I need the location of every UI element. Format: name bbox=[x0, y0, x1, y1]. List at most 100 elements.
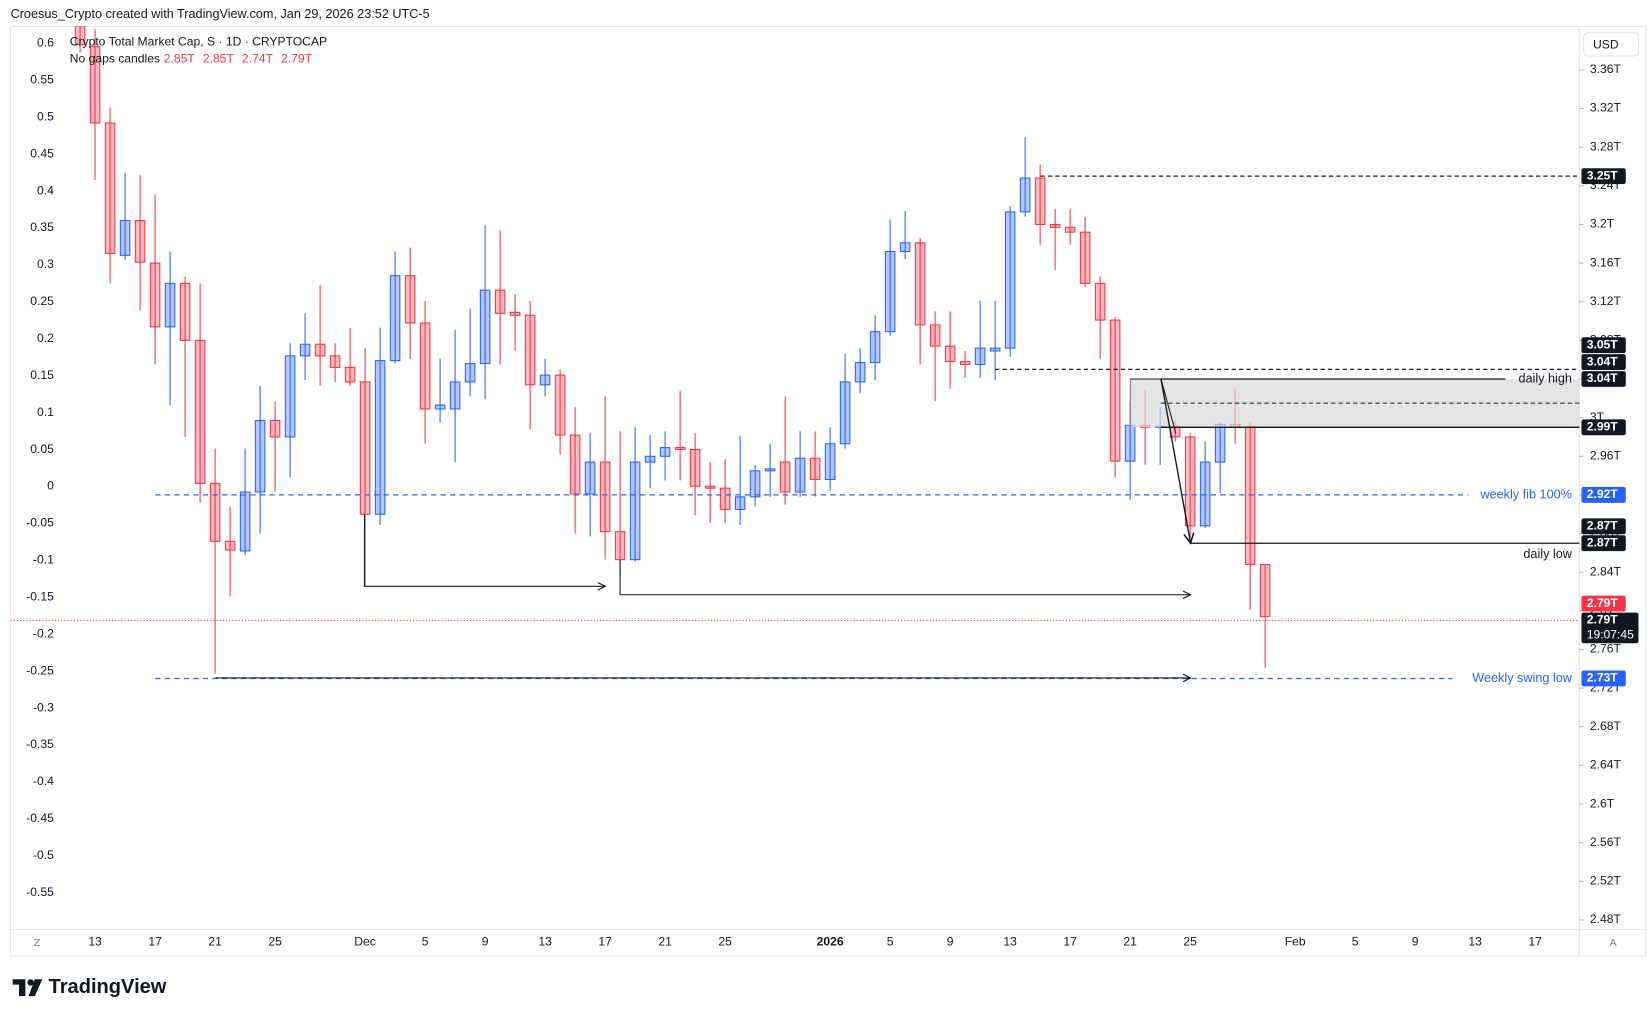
chart-frame bbox=[10, 25, 1647, 957]
x-tick-label: 5 bbox=[422, 935, 429, 949]
candle-body bbox=[959, 361, 971, 366]
price-badge-label: 2.87T bbox=[1587, 519, 1619, 533]
price-badge-label: 2.87T bbox=[1587, 535, 1619, 549]
candle-body bbox=[269, 420, 281, 438]
y-tick-label: 2.76T bbox=[1590, 642, 1622, 656]
candle-body bbox=[749, 470, 761, 498]
price-badge bbox=[1581, 419, 1626, 436]
attribution: Croesus_Crypto created with TradingView.… bbox=[11, 7, 430, 21]
chart-subtitle: No gaps candles bbox=[70, 51, 160, 65]
y-tick-label: 3.2T bbox=[1590, 217, 1615, 231]
x-tick-label: 13 bbox=[1003, 935, 1017, 949]
x-tick-label: 13 bbox=[538, 935, 552, 949]
candle-body bbox=[584, 461, 596, 495]
candle-body bbox=[104, 122, 116, 254]
level-text: weekly fib 100% bbox=[1479, 487, 1571, 501]
y2-tick-label: 0.1 bbox=[37, 405, 54, 419]
candle-body bbox=[389, 275, 401, 362]
y2-tick-label: -0.2 bbox=[33, 626, 54, 640]
y-tick-label: 3.12T bbox=[1590, 294, 1622, 308]
candle-body bbox=[254, 420, 266, 493]
y-tick-label: 3.28T bbox=[1590, 139, 1622, 153]
candle-body bbox=[824, 443, 836, 480]
candle-body bbox=[914, 242, 926, 326]
price-badge bbox=[1581, 612, 1639, 644]
candle-body bbox=[854, 362, 866, 383]
price-badge-label: 2.92T bbox=[1587, 487, 1619, 501]
y2-tick-label: -0.5 bbox=[33, 848, 54, 862]
x-tick-label: 17 bbox=[148, 935, 162, 949]
candle-body bbox=[239, 491, 251, 552]
candle-body bbox=[284, 355, 296, 438]
price-badge-label: 3.04T bbox=[1587, 371, 1619, 385]
x-tick-label: 13 bbox=[88, 935, 102, 949]
y2-tick-label: 0.25 bbox=[30, 294, 54, 308]
arrow bbox=[363, 514, 605, 586]
x-tick-label: 25 bbox=[268, 935, 282, 949]
price-badge bbox=[1581, 535, 1626, 552]
candle-body bbox=[554, 374, 566, 436]
x-tick-label: 17 bbox=[1063, 935, 1077, 949]
candle-body bbox=[809, 457, 821, 480]
scale-button[interactable]: Z bbox=[34, 937, 41, 949]
x-tick-label: 21 bbox=[1123, 935, 1137, 949]
y2-tick-label: 0.05 bbox=[30, 442, 54, 456]
candle-body bbox=[1199, 461, 1211, 527]
candle-body bbox=[74, 26, 86, 46]
price-badge-label: 3.05T bbox=[1587, 337, 1619, 351]
candle-body bbox=[464, 363, 476, 383]
y2-tick-label: 0.55 bbox=[30, 73, 54, 87]
level-text: daily high bbox=[1518, 371, 1571, 385]
arrow bbox=[1160, 378, 1191, 543]
currency-button[interactable] bbox=[1583, 32, 1640, 57]
chart-title: Crypto Total Market Cap, S · 1D · CRYPTO… bbox=[70, 34, 327, 48]
y-tick-label: 2.52T bbox=[1590, 874, 1622, 888]
candle-body bbox=[164, 282, 176, 328]
chart-root: Croesus_Crypto created with TradingView.… bbox=[10, 7, 1647, 998]
candle-body bbox=[719, 487, 731, 510]
y2-tick-label: 0.3 bbox=[37, 257, 54, 271]
candle-body bbox=[599, 461, 611, 533]
y2-tick-label: -0.05 bbox=[26, 516, 54, 530]
y2-tick-label: 0.15 bbox=[30, 368, 54, 382]
candle-body bbox=[1184, 436, 1196, 527]
price-badge-label: 2.79T bbox=[1587, 596, 1619, 610]
overlay: daily high weekly fib 100% daily low Weekly… bbox=[10, 175, 1580, 685]
candle-body bbox=[1049, 223, 1061, 228]
y2-tick-label: 0.4 bbox=[37, 183, 54, 197]
x-tick-label: 2026 bbox=[817, 935, 844, 949]
candle-body bbox=[1109, 319, 1121, 462]
candle-body bbox=[149, 262, 161, 328]
y-tick-label: 2.84T bbox=[1590, 564, 1622, 578]
x-tick-label: 25 bbox=[1183, 935, 1197, 949]
candle-body bbox=[974, 347, 986, 366]
candle-body bbox=[839, 381, 851, 445]
price-badge-label: 3.25T bbox=[1587, 168, 1619, 182]
y2-tick-label: -0.55 bbox=[26, 885, 54, 899]
brand-name: TradingView bbox=[49, 976, 167, 998]
y-tick-label: 2.64T bbox=[1590, 758, 1622, 772]
candle-body bbox=[419, 322, 431, 410]
x-tick-label: 17 bbox=[1528, 935, 1542, 949]
y-tick-label: 3.16T bbox=[1590, 255, 1622, 269]
y-tick-label: 2.6T bbox=[1590, 796, 1615, 810]
x-tick-label: 9 bbox=[482, 935, 489, 949]
candle-body bbox=[614, 531, 626, 561]
candle-body bbox=[1019, 177, 1031, 213]
y-tick-label: 2.96T bbox=[1590, 448, 1622, 462]
y2-tick-label: 0.5 bbox=[37, 109, 54, 123]
candle-body bbox=[494, 289, 506, 314]
scale-button[interactable]: A bbox=[1610, 937, 1618, 949]
candle-body bbox=[449, 381, 461, 410]
candle-body bbox=[569, 434, 581, 495]
y2-tick-label: -0.45 bbox=[26, 811, 54, 825]
x-tick-label: 5 bbox=[887, 935, 894, 949]
x-tick-label: 9 bbox=[947, 935, 954, 949]
currency-label[interactable]: USD bbox=[1593, 38, 1619, 52]
y-tick-label: 3.32T bbox=[1590, 101, 1622, 115]
price-badge bbox=[1581, 354, 1626, 371]
candle-body bbox=[989, 347, 1001, 352]
ohlc-high: 2.85T bbox=[203, 51, 235, 65]
